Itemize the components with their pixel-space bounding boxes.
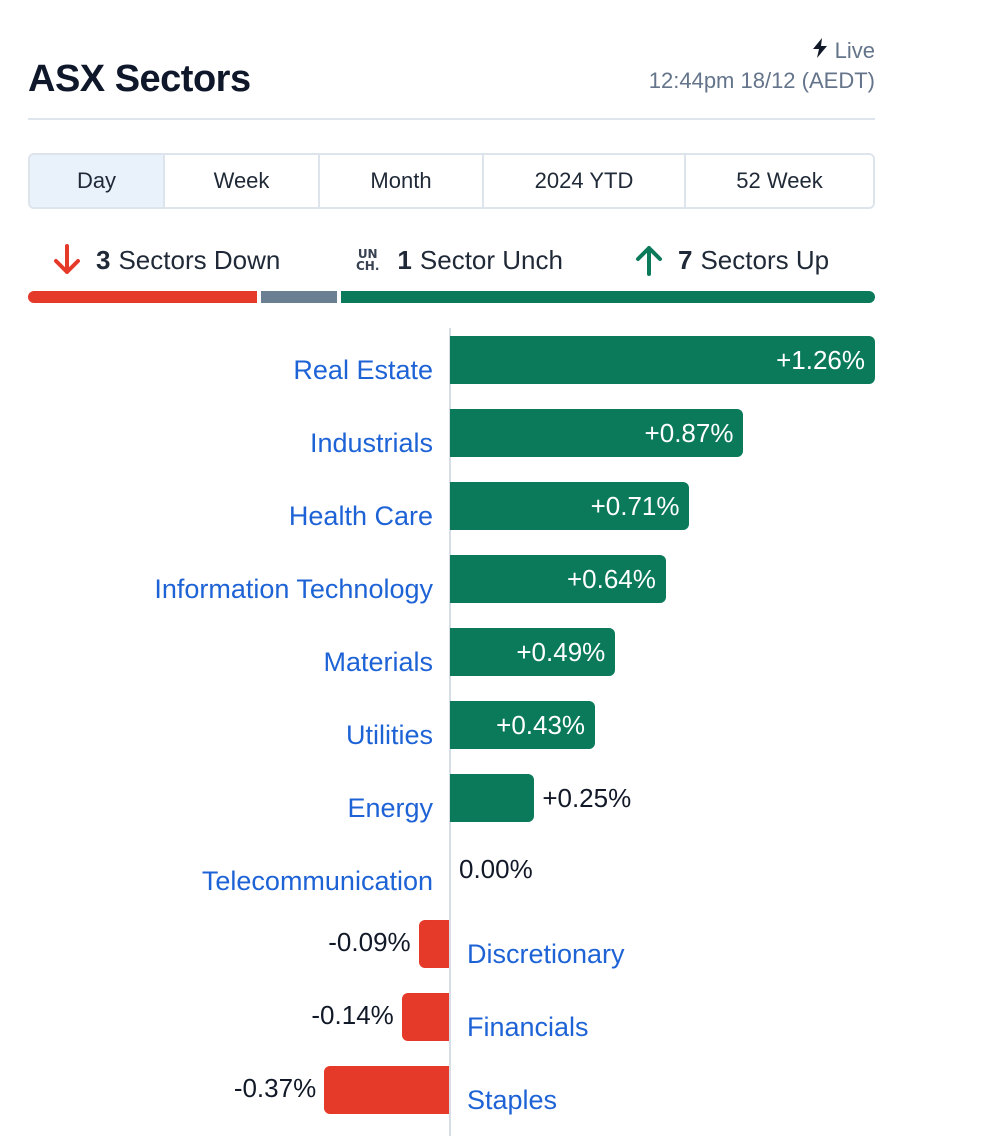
- sector-bar-energy: [450, 774, 535, 822]
- sector-value-materials: +0.49%: [516, 637, 606, 667]
- unch-icon-line1: UN: [357, 247, 378, 261]
- sector-value-telecommunication: 0.00%: [459, 854, 533, 884]
- arrow-down-icon: [52, 244, 82, 276]
- up-text: Sectors Up: [700, 244, 830, 275]
- unchanged-icon: UN CH.: [356, 248, 379, 272]
- down-count: 3: [96, 244, 111, 275]
- sector-value-financials: -0.14%: [311, 1000, 394, 1030]
- sector-label-industrials[interactable]: Industrials: [309, 428, 433, 458]
- breadth-up-segment: [341, 291, 875, 303]
- sector-value-discretionary: -0.09%: [328, 927, 411, 957]
- sector-value-energy: +0.25%: [542, 783, 632, 813]
- sector-bar-real-estate: [450, 336, 875, 384]
- sector-label-energy[interactable]: Energy: [347, 793, 433, 823]
- tab-week[interactable]: Week: [165, 155, 320, 207]
- sector-label-utilities[interactable]: Utilities: [345, 720, 433, 750]
- sector-label-information-technology[interactable]: Information Technology: [154, 574, 433, 604]
- sector-value-utilities: +0.43%: [496, 710, 586, 740]
- tab-52-week[interactable]: 52 Week: [686, 155, 873, 207]
- sectors-unch-summary: UN CH. 1 Sector Unch: [356, 240, 563, 280]
- sector-bar-materials: [450, 628, 616, 676]
- live-indicator: Live: [811, 38, 875, 64]
- sector-label-discretionary[interactable]: Discretionary: [467, 939, 625, 969]
- timestamp: 12:44pm 18/12 (AEDT): [648, 68, 875, 93]
- sector-bar-staples: [324, 1066, 449, 1114]
- unch-icon-line2: CH.: [356, 259, 380, 273]
- sector-bar-health-care: [450, 482, 690, 530]
- sector-label-health-care[interactable]: Health Care: [288, 501, 433, 531]
- sector-bar-financials: [401, 993, 449, 1041]
- sector-bar-utilities: [450, 701, 596, 749]
- tab-2024-ytd[interactable]: 2024 YTD: [484, 155, 686, 207]
- sector-value-industrials: +0.87%: [644, 418, 734, 448]
- period-tabs: Day Week Month 2024 YTD 52 Week: [28, 153, 875, 209]
- up-count: 7: [678, 244, 693, 275]
- unch-count: 1: [397, 244, 412, 275]
- sectors-up-summary: 7 Sectors Up: [634, 240, 829, 280]
- page-title: ASX Sectors: [28, 58, 251, 100]
- sector-label-telecommunication[interactable]: Telecommunication: [201, 866, 433, 896]
- unch-text: Sector Unch: [419, 244, 563, 275]
- header: ASX Sectors Live 12:44pm 18/12 (AEDT): [28, 36, 875, 120]
- sectors-down-summary: 3 Sectors Down: [52, 240, 280, 280]
- sector-label-real-estate[interactable]: Real Estate: [293, 355, 433, 385]
- sector-value-health-care: +0.71%: [590, 491, 680, 521]
- breadth-down-segment: [28, 291, 257, 303]
- tab-day[interactable]: Day: [30, 155, 165, 207]
- sector-label-staples[interactable]: Staples: [467, 1085, 558, 1115]
- sector-value-information-technology: +0.64%: [566, 564, 656, 594]
- sector-bar-industrials: [450, 409, 744, 457]
- arrow-up-icon: [634, 244, 664, 276]
- sector-bar-information-technology: [450, 555, 666, 603]
- sector-label-financials[interactable]: Financials: [467, 1012, 589, 1042]
- tab-month[interactable]: Month: [320, 155, 484, 207]
- sector-value-staples: -0.37%: [233, 1073, 317, 1103]
- sector-label-materials[interactable]: Materials: [323, 647, 433, 677]
- sector-value-real-estate: +1.26%: [776, 345, 865, 375]
- breadth-unch-segment: [261, 291, 337, 303]
- sector-bar-chart: Real Estate +1.26% Industrials +0.87% Health…: [0, 328, 992, 1136]
- live-label: Live: [834, 38, 875, 63]
- sector-bar-discretionary: [418, 920, 449, 968]
- down-text: Sectors Down: [118, 244, 281, 275]
- sector-breadth-bar: [28, 291, 875, 303]
- lightning-icon: [811, 38, 829, 64]
